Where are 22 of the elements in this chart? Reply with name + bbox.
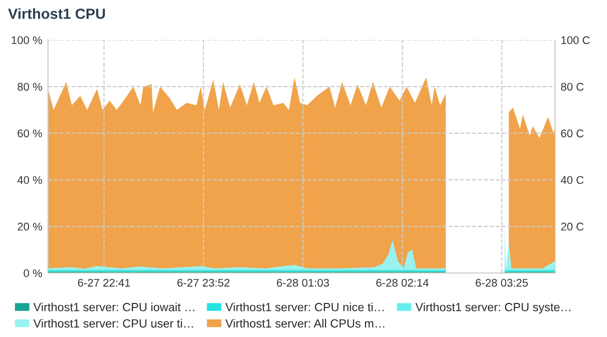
x-tick-label: 6-27 23:52 (177, 278, 230, 287)
legend-label: Virthost1 server: CPU iowait … (33, 302, 194, 312)
y-tick-label: 60 % (18, 129, 42, 138)
x-tick-label: 6-28 02:14 (376, 278, 429, 287)
y-tick-label: 100 % (12, 36, 42, 44)
y2-tick-label: 80 C (561, 82, 584, 91)
chart-title: Virthost1 CPU (8, 8, 105, 19)
legend-label: Virthost1 server: CPU nice ti… (225, 302, 384, 312)
y2-tick-label: 40 C (560, 176, 584, 184)
y2-tick-label: 20 C (561, 222, 584, 231)
legend-label: Virthost1 server: CPU user ti… (33, 318, 193, 328)
y2-tick-label: 100 C (561, 36, 590, 44)
x-tick-label: 6-28 03:25 (476, 278, 528, 287)
legend-label: Virthost1 server: CPU syste… (415, 302, 570, 314)
x-tick-label: 6-27 22:41 (78, 278, 130, 287)
x-tick-label: 6-28 01:03 (276, 278, 329, 287)
legend-label: Virthost1 server: All CPUs m… (225, 318, 384, 328)
y2-tick-label: 60 C (561, 129, 584, 138)
y-tick-label: 0 % (24, 269, 42, 278)
y-tick-label: 40 % (17, 176, 42, 184)
y-tick-label: 20 % (18, 222, 42, 231)
y-tick-label: 80 % (18, 82, 42, 91)
